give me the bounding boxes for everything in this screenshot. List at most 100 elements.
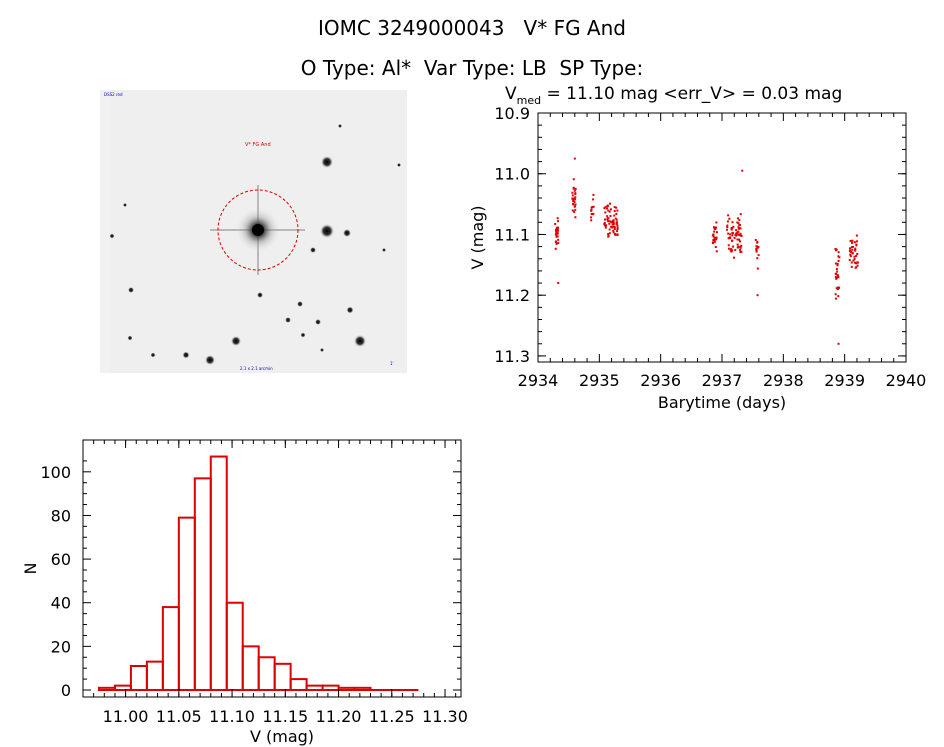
data-point [616, 224, 619, 227]
y-tick-label: 0 [61, 681, 71, 700]
data-point [604, 211, 607, 214]
data-point [612, 231, 615, 234]
data-point [557, 220, 560, 223]
x-tick-label: 11.05 [156, 707, 202, 726]
data-point [738, 219, 741, 222]
data-point [850, 265, 853, 268]
data-point [739, 246, 742, 249]
data-point [739, 213, 742, 216]
data-point [730, 249, 733, 252]
data-point [608, 228, 611, 231]
histogram-bar [129, 665, 148, 691]
data-point [836, 262, 839, 265]
y-tick-label: 11.2 [494, 286, 530, 305]
x-tick-label: 11.10 [209, 707, 255, 726]
data-point [573, 210, 576, 213]
data-point [739, 248, 742, 251]
data-point [609, 208, 612, 211]
data-point [557, 282, 560, 285]
data-point [856, 252, 859, 255]
data-point [592, 212, 595, 215]
y-tick-label: 10.9 [494, 104, 530, 123]
data-point [613, 226, 616, 229]
svg-text:2.1 x 2.1 arcmin: 2.1 x 2.1 arcmin [240, 366, 273, 371]
data-point [736, 243, 739, 246]
histogram-plot-frame [82, 439, 462, 698]
x-tick-label: 11.25 [369, 707, 415, 726]
data-point [837, 276, 840, 279]
data-point [715, 236, 718, 239]
data-point [837, 295, 840, 298]
data-point [605, 207, 608, 210]
data-point [590, 208, 593, 211]
data-point [851, 252, 854, 255]
data-point [615, 212, 618, 215]
y-tick-label: 100 [40, 463, 71, 482]
x-axis-label: Barytime (days) [658, 393, 786, 412]
data-point [835, 287, 838, 290]
data-point [604, 224, 607, 227]
data-point [713, 237, 716, 240]
data-point [714, 228, 717, 231]
data-point [574, 203, 577, 206]
data-point [834, 247, 837, 250]
data-point [610, 221, 613, 224]
data-point [849, 247, 852, 250]
histogram-bar [177, 516, 196, 691]
x-tick-label: 11.15 [262, 707, 308, 726]
data-point [613, 214, 616, 217]
chart-title-object: IOMC 3249000043 V* FG And [318, 16, 626, 40]
data-point [611, 223, 614, 226]
data-point [554, 222, 557, 225]
data-point [736, 238, 739, 241]
data-point [711, 234, 714, 237]
data-point [754, 238, 757, 241]
data-point [606, 205, 609, 208]
lightcurve-title-prefix: V [505, 84, 517, 104]
data-point [741, 169, 744, 172]
data-point [556, 226, 559, 229]
data-point [592, 205, 595, 208]
data-point [738, 238, 741, 241]
data-point [574, 196, 577, 199]
data-point [615, 222, 618, 225]
data-point [850, 246, 853, 249]
svg-text:1': 1' [390, 361, 394, 366]
data-point [613, 206, 616, 209]
histogram-chart: 11.00 11.05 11.10 11.15 11.20 11.25 11.30 0 20 40… [21, 439, 468, 746]
data-point [608, 210, 611, 213]
data-point [612, 225, 615, 228]
data-point [850, 261, 853, 264]
sky-image: V* FG And DSS2 red 2.1 x 2.1 arcmin 1' [100, 90, 407, 373]
histogram-bar [145, 660, 164, 691]
data-point [834, 276, 837, 279]
histogram-bar [289, 678, 308, 691]
y-tick-label: 60 [51, 550, 71, 569]
data-point [590, 212, 593, 215]
data-point [756, 294, 759, 297]
histogram-bar [161, 606, 180, 691]
data-point [616, 233, 619, 236]
data-point [733, 236, 736, 239]
data-point [834, 293, 837, 296]
data-point [739, 227, 742, 230]
x-tick-label: 2937 [702, 371, 743, 390]
data-point [836, 270, 839, 273]
data-point [574, 208, 577, 211]
data-point [727, 214, 730, 217]
data-point [571, 209, 574, 212]
data-point [738, 227, 741, 230]
data-point [855, 254, 858, 257]
data-point [851, 248, 854, 251]
data-point [573, 198, 576, 201]
data-point [731, 221, 734, 224]
data-point [838, 286, 841, 289]
data-point [613, 233, 616, 236]
data-point [726, 228, 729, 231]
data-point [853, 261, 856, 264]
data-point [603, 207, 606, 210]
data-point [740, 250, 743, 253]
data-point [556, 228, 559, 231]
data-point [572, 199, 575, 202]
data-point [556, 235, 559, 238]
